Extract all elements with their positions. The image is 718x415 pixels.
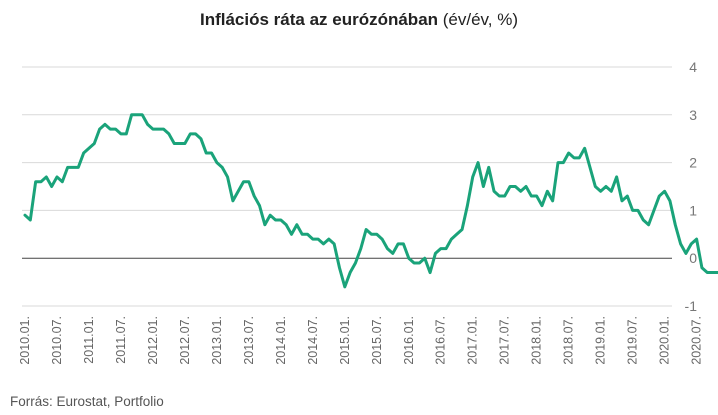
y-tick-label: 4 bbox=[689, 59, 697, 75]
x-tick-label: 2014.01. bbox=[274, 316, 288, 365]
x-tick-label: 2019.01. bbox=[594, 316, 608, 365]
y-tick-label: 3 bbox=[689, 107, 697, 123]
grid-layer bbox=[22, 66, 672, 307]
y-tick-label: -1 bbox=[685, 298, 698, 314]
x-tick-label: 2013.07. bbox=[242, 316, 256, 365]
chart-title-unit: (év/év, %) bbox=[442, 10, 519, 29]
x-tick-label: 2010.01. bbox=[18, 316, 32, 365]
x-tick-label: 2018.07. bbox=[562, 316, 576, 365]
x-tick-label: 2018.01. bbox=[530, 316, 544, 365]
x-tick-label: 2013.01. bbox=[210, 316, 224, 365]
x-tick-label: 2019.07. bbox=[626, 316, 640, 365]
x-tick-label: 2017.01. bbox=[466, 316, 480, 365]
source-note: Forrás: Eurostat, Portfolio bbox=[10, 394, 164, 409]
inflation-series-line bbox=[23, 113, 718, 289]
x-tick-label: 2016.01. bbox=[402, 316, 416, 365]
x-tick-label: 2012.07. bbox=[178, 316, 192, 365]
x-tick-label: 2015.01. bbox=[338, 316, 352, 365]
x-tick-label: 2016.07. bbox=[434, 316, 448, 365]
x-tick-label: 2012.01. bbox=[146, 316, 160, 365]
x-tick-label: 2010.07. bbox=[50, 316, 64, 365]
y-tick-label: 0 bbox=[689, 250, 697, 266]
x-tick-label: 2017.07. bbox=[498, 316, 512, 365]
x-tick-label: 2014.07. bbox=[306, 316, 320, 365]
x-tick-label: 2020.07. bbox=[690, 316, 704, 365]
y-tick-label: 1 bbox=[689, 202, 697, 218]
y-axis-ticks: -1 0 1 2 3 4 bbox=[685, 59, 698, 314]
x-tick-label: 2011.01. bbox=[82, 316, 96, 364]
x-axis-ticks: 2010.01. 2010.07. 2011.01. 2011.07. 2012.01.… bbox=[18, 316, 704, 365]
x-tick-label: 2015.07. bbox=[370, 316, 384, 365]
chart-title-main: Inflációs ráta az eurózónában bbox=[199, 10, 439, 29]
x-tick-label: 2020.01. bbox=[658, 316, 672, 365]
x-tick-label: 2011.07. bbox=[114, 316, 128, 364]
chart-title: Inflációs ráta az eurózónában (év/év, %) bbox=[0, 10, 718, 30]
y-tick-label: 2 bbox=[689, 155, 697, 171]
